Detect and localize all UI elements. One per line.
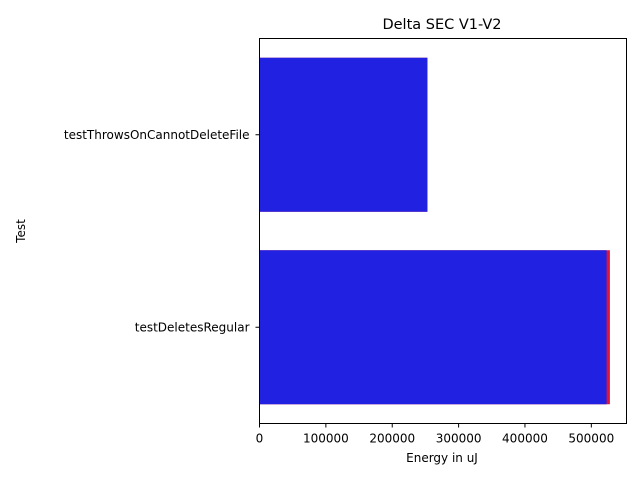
bars-group: [259, 57, 610, 405]
x-axis-label: Energy in uJ: [406, 451, 478, 465]
bar-series-1-testDeletesRegular: [259, 250, 607, 405]
plot-frame: [259, 38, 627, 424]
x-tick-label: 400000: [502, 432, 548, 446]
y-tick-label: testDeletesRegular: [135, 320, 250, 334]
y-axis-label: Test: [14, 219, 28, 244]
x-tick-label: 500000: [568, 432, 614, 446]
chart-title: Delta SEC V1-V2: [382, 17, 501, 33]
x-axis-ticks: 0 100000 200000 300000 400000 500000: [256, 423, 614, 446]
x-tick-label: 0: [256, 432, 264, 446]
x-tick-label: 100000: [303, 432, 349, 446]
y-axis-ticks: testThrowsOnCannotDeleteFile testDeletesR…: [64, 128, 260, 334]
x-tick-label: 300000: [436, 432, 482, 446]
x-tick-label: 200000: [369, 432, 415, 446]
bar-series-1-testThrowsOnCannotDeleteFile: [259, 57, 428, 212]
y-tick-label: testThrowsOnCannotDeleteFile: [64, 128, 250, 142]
